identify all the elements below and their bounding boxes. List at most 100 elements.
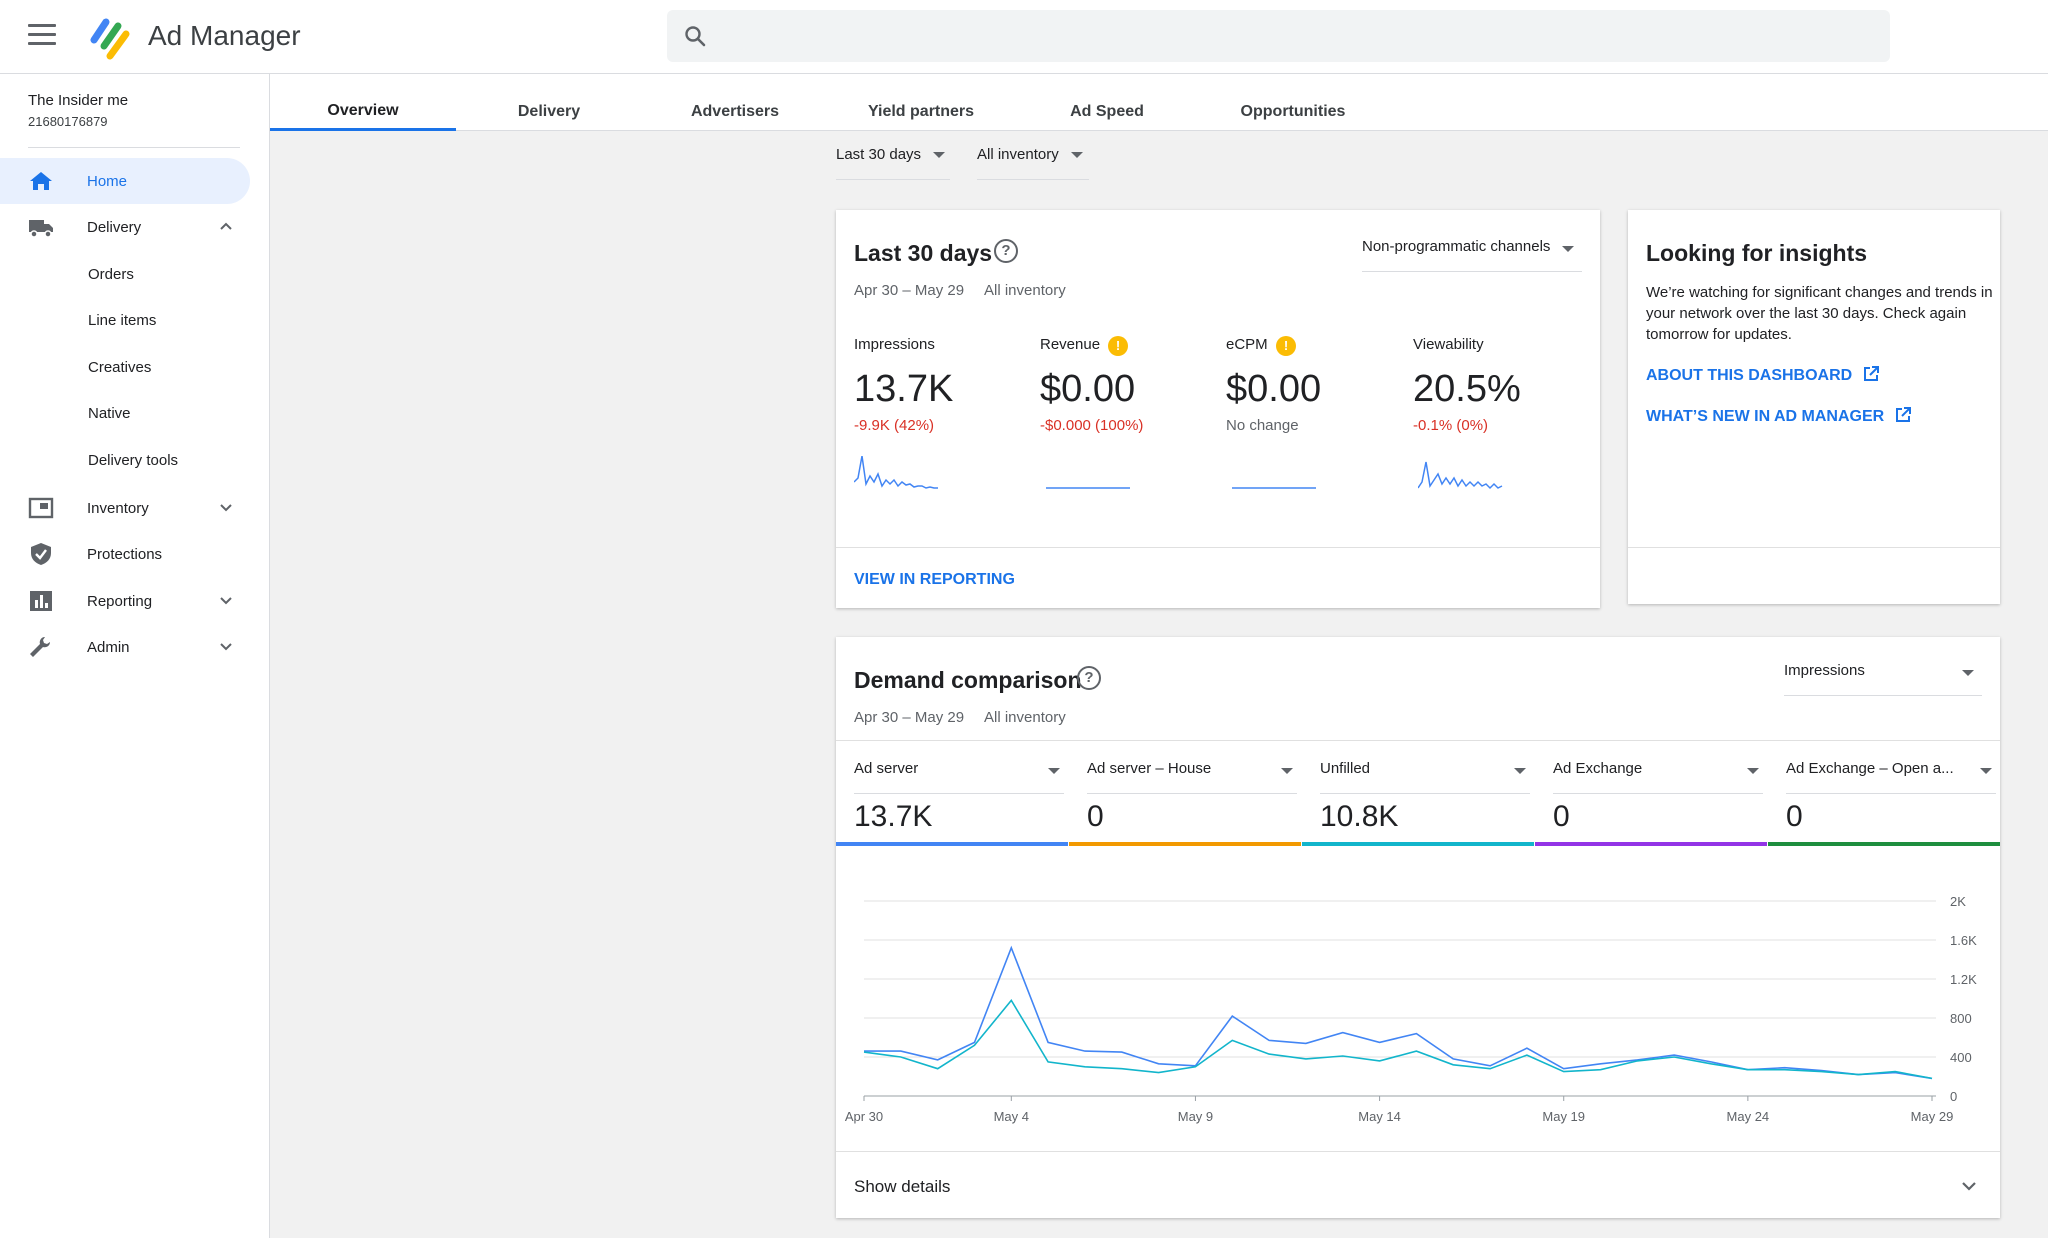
tab-overview[interactable]: Overview xyxy=(270,74,456,131)
card-divider xyxy=(836,740,2000,741)
card-divider xyxy=(1628,547,2000,548)
demand-column-label: Ad Exchange – Open a... xyxy=(1786,760,1954,777)
tab-yield-partners[interactable]: Yield partners xyxy=(867,103,975,120)
inventory-filter[interactable]: All inventory xyxy=(977,146,1089,180)
chevron-up-icon[interactable] xyxy=(218,218,234,234)
sidebar-item-reporting[interactable]: Reporting xyxy=(0,578,250,624)
sidebar-item-admin[interactable]: Admin xyxy=(0,624,250,670)
show-details-toggle[interactable]: Show details xyxy=(854,1177,951,1196)
demand-column-ad-exchange: Ad Exchange 0 xyxy=(1535,740,1767,846)
chevron-down-icon[interactable] xyxy=(218,499,234,515)
summary-inventory: All inventory xyxy=(984,282,1066,299)
tab-advertisers[interactable]: Advertisers xyxy=(690,103,780,120)
x-tick-label: May 29 xyxy=(1911,1109,1954,1124)
channel-dropdown-label: Non-programmatic channels xyxy=(1362,238,1551,255)
demand-column-ad-exchange-open: Ad Exchange – Open a... 0 xyxy=(1768,740,2000,846)
sidebar-item-label: Inventory xyxy=(87,499,149,517)
ad-manager-logo xyxy=(90,18,130,60)
caret-down-icon xyxy=(933,152,946,159)
chevron-down-icon[interactable] xyxy=(218,638,234,654)
truck-icon xyxy=(29,220,53,238)
demand-column-select[interactable]: Ad server xyxy=(854,760,1064,794)
x-tick-label: Apr 30 xyxy=(845,1109,883,1124)
warning-icon[interactable]: ! xyxy=(1276,336,1296,356)
metric-impressions-change: -9.9K (42%) xyxy=(854,417,935,434)
insights-text: We’re watching for significant changes a… xyxy=(1646,284,1993,343)
demand-color-bar xyxy=(836,842,1068,846)
sidebar-item-inventory[interactable]: Inventory xyxy=(0,485,250,531)
x-tick-label: May 4 xyxy=(994,1109,1029,1124)
date-range-label: Last 30 days xyxy=(836,146,922,163)
metric-impressions-label: Impressions xyxy=(854,336,935,353)
tab-bar: Overview Delivery Advertisers Yield part… xyxy=(270,74,2048,131)
tab-ad-speed[interactable]: Ad Speed xyxy=(1070,103,1144,120)
demand-column-select[interactable]: Ad Exchange xyxy=(1553,760,1763,794)
summary-date-range: Apr 30 – May 29 xyxy=(854,282,965,299)
demand-column-select[interactable]: Ad server – House xyxy=(1087,760,1297,794)
x-tick-label: May 19 xyxy=(1542,1109,1585,1124)
tab-opportunities[interactable]: Opportunities xyxy=(1240,103,1346,120)
chevron-down-icon[interactable] xyxy=(218,592,234,608)
ecpm-sparkline xyxy=(1232,487,1316,489)
sidebar-divider xyxy=(28,147,240,148)
about-dashboard-label: ABOUT THIS DASHBOARD xyxy=(1646,367,1853,384)
demand-metric-label: Impressions xyxy=(1784,662,1865,679)
inventory-filter-label: All inventory xyxy=(977,146,1059,163)
about-dashboard-link[interactable]: ABOUT THIS DASHBOARD xyxy=(1646,366,1879,385)
sidebar-item-protections[interactable]: Protections xyxy=(0,531,250,577)
insights-card: Looking for insights We’re watching for … xyxy=(1628,210,2000,604)
sidebar-item-delivery[interactable]: Delivery xyxy=(0,204,250,250)
x-tick-label: May 9 xyxy=(1178,1109,1213,1124)
demand-column-select[interactable]: Unfilled xyxy=(1320,760,1530,794)
demand-column-label: Unfilled xyxy=(1320,760,1371,777)
y-tick-label: 800 xyxy=(1950,1011,1972,1026)
sidebar-item-label: Delivery xyxy=(87,218,142,236)
top-bar: Ad Manager xyxy=(0,0,2048,74)
shield-icon xyxy=(31,543,51,565)
sidebar-item-home[interactable]: Home xyxy=(0,158,250,204)
view-in-reporting-link[interactable]: VIEW IN REPORTING xyxy=(854,571,1015,588)
demand-color-bar xyxy=(1069,842,1301,846)
demand-card: Demand comparison ? Impressions Apr 30 –… xyxy=(836,637,2000,1218)
search-input[interactable] xyxy=(667,10,1890,62)
help-icon[interactable]: ? xyxy=(1077,666,1101,690)
demand-date-range: Apr 30 – May 29 xyxy=(854,709,965,726)
search-icon xyxy=(685,26,706,47)
x-tick-label: May 24 xyxy=(1727,1109,1770,1124)
card-divider xyxy=(836,547,1600,548)
sidebar-item-label: Home xyxy=(87,172,128,190)
card-divider xyxy=(836,1151,2000,1152)
sidebar-subitem-native[interactable]: Native xyxy=(88,405,131,422)
tab-delivery[interactable]: Delivery xyxy=(517,103,581,120)
y-tick-label: 1.6K xyxy=(1950,933,1977,948)
home-icon xyxy=(30,172,52,190)
demand-column-label: Ad server – House xyxy=(1087,760,1212,777)
date-range-filter[interactable]: Last 30 days xyxy=(836,146,950,180)
x-tick-label: May 14 xyxy=(1358,1109,1401,1124)
y-tick-label: 2K xyxy=(1950,894,1966,909)
summary-card-title: Last 30 days xyxy=(854,240,993,266)
menu-icon[interactable] xyxy=(28,24,56,48)
sidebar-subitem-delivery-tools[interactable]: Delivery tools xyxy=(88,452,179,469)
demand-metric-dropdown[interactable]: Impressions xyxy=(1784,662,1982,696)
channel-dropdown[interactable]: Non-programmatic channels xyxy=(1362,238,1582,272)
demand-inventory: All inventory xyxy=(984,709,1066,726)
metric-ecpm-change: No change xyxy=(1226,417,1299,434)
demand-color-bar xyxy=(1768,842,2000,846)
whats-new-link[interactable]: WHAT’S NEW IN AD MANAGER xyxy=(1646,407,1911,426)
sidebar-subitem-creatives[interactable]: Creatives xyxy=(88,359,152,376)
y-tick-label: 1.2K xyxy=(1950,972,1977,987)
metric-viewability-change: -0.1% (0%) xyxy=(1413,417,1489,434)
chevron-down-icon[interactable] xyxy=(1960,1177,1978,1195)
series-line-1 xyxy=(863,999,1933,1080)
help-icon[interactable]: ? xyxy=(994,239,1018,263)
metric-revenue-change: -$0.000 (100%) xyxy=(1040,417,1144,434)
sidebar-subitem-line-items[interactable]: Line items xyxy=(88,312,157,329)
inventory-icon xyxy=(28,497,54,519)
series-line-0 xyxy=(864,945,1933,1080)
warning-icon[interactable]: ! xyxy=(1108,336,1128,356)
demand-column-select[interactable]: Ad Exchange – Open a... xyxy=(1786,760,1996,794)
demand-column-label: Ad Exchange xyxy=(1553,760,1643,777)
chart-area: 0 400 800 1.2K 1.6K 2K Apr 30 May 4 May 9 May 14 M… xyxy=(836,637,2000,1218)
sidebar-subitem-orders[interactable]: Orders xyxy=(88,266,134,283)
